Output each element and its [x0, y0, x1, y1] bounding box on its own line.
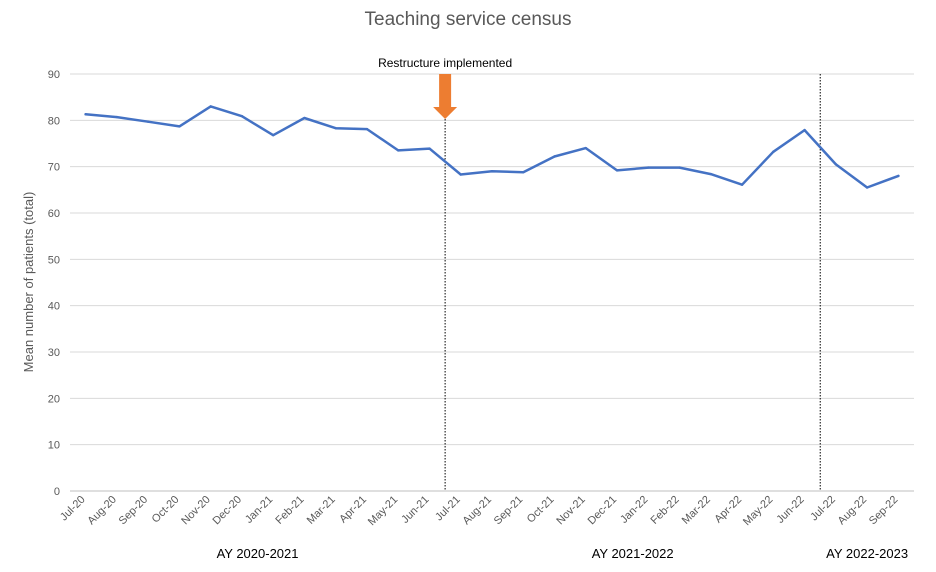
x-tick-label: Dec-21: [586, 494, 620, 528]
data-point: [584, 146, 587, 150]
y-tick-label: 60: [48, 208, 60, 220]
period-label: AY 2021-2022: [592, 546, 674, 561]
x-tick-label: May-21: [366, 494, 400, 528]
x-tick-label: Jul-20: [58, 494, 88, 524]
x-tick-label: Oct-21: [525, 494, 557, 526]
data-point: [146, 120, 150, 123]
x-tick-label: Oct-20: [150, 494, 182, 526]
y-axis-label: Mean number of patients (total): [21, 192, 36, 373]
arrow-down-icon: [433, 74, 458, 119]
data-point: [84, 113, 87, 116]
data-point: [271, 133, 275, 137]
data-point: [334, 127, 337, 130]
x-tick-label: Mar-22: [680, 494, 713, 527]
y-tick-label: 70: [48, 162, 60, 174]
data-point: [897, 174, 900, 178]
x-tick-label: Sep-22: [867, 494, 901, 528]
data-point: [834, 163, 838, 166]
period-labels: AY 2020-2021 AY 2021-2022 AY 2022-2023: [217, 546, 908, 561]
data-point: [522, 171, 525, 174]
x-tick-label: Aug-20: [85, 494, 119, 528]
x-tick-label: Jun-22: [774, 494, 806, 526]
x-tick-label: Apr-22: [712, 494, 744, 526]
x-tick-label: Jan-22: [618, 494, 650, 526]
x-tick-label: Mar-21: [305, 494, 338, 527]
x-tick-label: Nov-20: [179, 494, 213, 528]
y-tick-label: 80: [48, 115, 60, 127]
y-tick-label: 20: [48, 393, 60, 405]
y-tick-label: 40: [48, 301, 60, 313]
period-divider-lines: [444, 74, 821, 491]
x-tick-label: Apr-21: [337, 494, 369, 526]
x-tick-label: Feb-21: [273, 494, 306, 527]
data-point: [803, 128, 806, 132]
chart-title: Teaching service census: [365, 9, 572, 30]
data-point: [709, 172, 713, 176]
y-tick-label: 10: [48, 440, 60, 452]
y-axis-ticks: 0 10 20 30 40 50 60 70 80 90: [48, 69, 60, 498]
data-point: [772, 150, 775, 154]
data-point: [490, 170, 494, 173]
x-tick-label: Aug-21: [461, 494, 495, 528]
series-group: [84, 105, 900, 189]
data-point: [240, 114, 244, 118]
data-point: [459, 173, 462, 176]
x-tick-label: Jul-21: [433, 494, 463, 524]
x-tick-label: Jul-22: [808, 494, 838, 524]
annotation-label: Restructure implemented: [378, 56, 512, 70]
x-tick-label: Sep-21: [492, 494, 526, 528]
data-point: [303, 116, 306, 120]
y-tick-label: 90: [48, 69, 60, 81]
data-point: [865, 186, 869, 189]
data-point: [365, 127, 369, 131]
x-tick-label: Jun-21: [399, 494, 431, 526]
x-tick-label: Feb-22: [649, 494, 682, 527]
data-point: [647, 166, 650, 169]
gridlines: [70, 73, 914, 492]
x-tick-label: Jan-21: [243, 494, 275, 526]
y-tick-label: 50: [48, 254, 60, 266]
data-point: [115, 115, 119, 119]
period-label: AY 2022-2023: [826, 546, 908, 561]
x-tick-label: May-22: [741, 494, 775, 528]
data-point: [209, 105, 212, 108]
data-point: [178, 125, 181, 128]
data-point: [397, 149, 400, 152]
y-tick-label: 30: [48, 347, 60, 359]
data-point: [428, 147, 431, 150]
period-label: AY 2020-2021: [217, 546, 299, 561]
x-tick-label: Aug-22: [836, 494, 870, 528]
data-point: [553, 155, 556, 158]
series-line: [84, 105, 900, 189]
x-tick-label: Nov-21: [554, 494, 588, 528]
data-point: [740, 183, 744, 186]
y-tick-label: 0: [54, 486, 60, 498]
annotations: Restructure implemented: [378, 56, 512, 119]
data-point: [678, 166, 681, 169]
x-tick-label: Dec-20: [210, 494, 244, 528]
data-point: [615, 169, 619, 172]
x-tick-label: Sep-20: [117, 494, 151, 528]
